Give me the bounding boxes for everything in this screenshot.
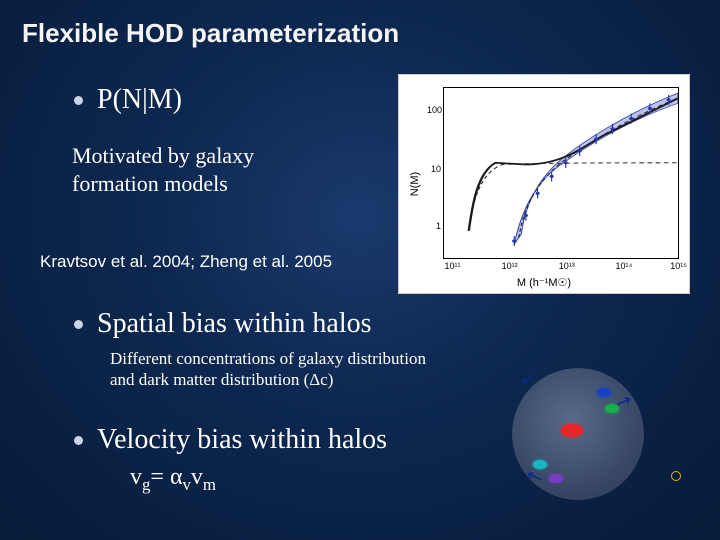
bullet-pnm: P(N|M) xyxy=(74,84,182,116)
chart-xtick: 10¹¹ xyxy=(445,261,461,271)
motivated-line2: formation models xyxy=(72,170,254,198)
velocity-arrow-icon xyxy=(613,388,635,404)
chart-xtick: 10¹⁴ xyxy=(615,261,632,271)
bullet-dot-icon xyxy=(74,96,83,105)
satellite-galaxy-icon xyxy=(549,474,563,483)
hod-chart: N(M) M (h⁻¹M☉) 1 10 100 10¹¹ 10¹² 10¹³ 10¹⁴ 10¹… xyxy=(398,74,690,294)
bullet-velocity: Velocity bias within halos xyxy=(74,424,387,456)
formula-alpha: αv xyxy=(170,464,191,490)
bullet-spatial: Spatial bias within halos xyxy=(74,308,372,340)
velocity-formula: vg= αvvm xyxy=(130,464,216,495)
velocity-arrow-icon xyxy=(520,375,540,394)
chart-xlabel: M (h⁻¹M☉) xyxy=(399,276,689,289)
spatial-subtext: Different concentrations of galaxy distr… xyxy=(110,348,426,391)
formula-eq: = xyxy=(150,464,170,490)
chart-ylabel: N(M) xyxy=(409,172,421,196)
satellite-galaxy-icon xyxy=(533,460,547,469)
chart-svg xyxy=(444,88,678,258)
bullet-pnm-label: P(N|M) xyxy=(97,84,182,116)
chart-plot-area xyxy=(443,87,679,259)
satellite-galaxy-icon xyxy=(597,388,611,397)
chart-ytick: 10 xyxy=(427,164,441,174)
spatial-line1: Different concentrations of galaxy distr… xyxy=(110,348,426,369)
velocity-arrow-icon xyxy=(519,472,541,488)
halo-diagram xyxy=(512,368,644,500)
chart-xtick: 10¹² xyxy=(502,261,518,271)
chart-xtick: 10¹³ xyxy=(559,261,575,271)
slide-title: Flexible HOD parameterization xyxy=(22,18,399,49)
outlier-galaxy-icon xyxy=(671,471,681,481)
bullet-spatial-label: Spatial bias within halos xyxy=(97,308,372,340)
bullet-velocity-label: Velocity bias within halos xyxy=(97,424,387,456)
spatial-line2: and dark matter distribution (Δc) xyxy=(110,369,426,390)
chart-xtick: 10¹⁵ xyxy=(670,261,687,271)
chart-ytick: 1 xyxy=(427,221,441,231)
bullet-dot-icon xyxy=(74,320,83,329)
formula-vm: vm xyxy=(191,464,216,490)
chart-ytick: 100 xyxy=(427,105,441,115)
citation-text: Kravtsov et al. 2004; Zheng et al. 2005 xyxy=(40,252,332,272)
motivated-block: Motivated by galaxy formation models xyxy=(72,142,254,197)
bullet-dot-icon xyxy=(74,436,83,445)
motivated-line1: Motivated by galaxy xyxy=(72,142,254,170)
central-galaxy-icon xyxy=(561,424,583,437)
formula-vg: vg xyxy=(130,464,150,490)
